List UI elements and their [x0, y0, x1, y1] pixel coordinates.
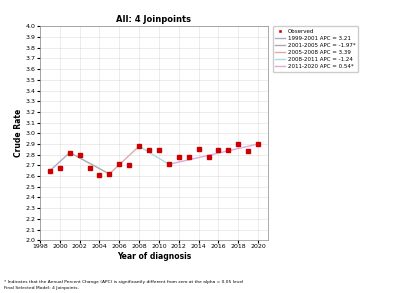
Title: All: 4 Joinpoints: All: 4 Joinpoints — [116, 15, 192, 24]
Legend: Observed, 1999-2001 APC = 3.21, 2001-2005 APC = -1.97*, 2005-2008 APC = 3.39, 20: Observed, 1999-2001 APC = 3.21, 2001-200… — [272, 26, 358, 72]
Y-axis label: Crude Rate: Crude Rate — [14, 109, 23, 157]
Text: Final Selected Model: 4 Joinpoints.: Final Selected Model: 4 Joinpoints. — [4, 286, 79, 289]
X-axis label: Year of diagnosis: Year of diagnosis — [117, 252, 191, 261]
Text: * Indicates that the Annual Percent Change (APC) is significantly different from: * Indicates that the Annual Percent Chan… — [4, 280, 243, 284]
